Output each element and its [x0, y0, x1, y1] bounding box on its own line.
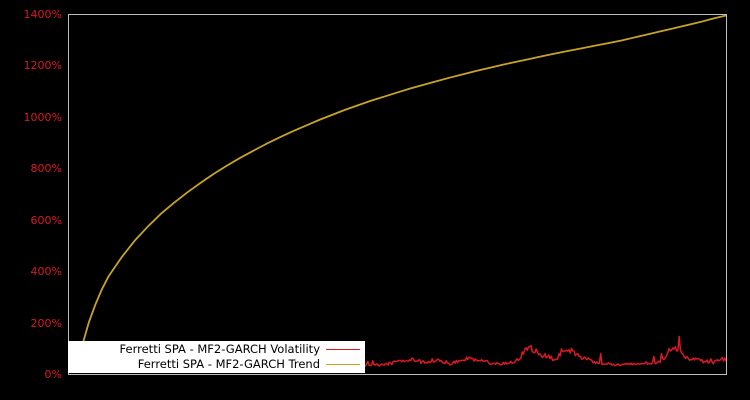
y-axis-tick-labels: 1400% 1200% 1000% 800% 600% 400% 200% 0%	[0, 0, 62, 400]
legend-swatch-trend-icon	[326, 364, 360, 365]
y-tick-400: 400%	[30, 265, 62, 278]
legend-entry-volatility: Ferretti SPA - MF2-GARCH Volatility	[69, 342, 364, 357]
y-tick-1400: 1400%	[23, 8, 62, 21]
y-tick-200: 200%	[30, 317, 62, 330]
plot-area	[68, 14, 727, 375]
legend-swatch-volatility-icon	[326, 349, 360, 350]
y-tick-0: 0%	[44, 368, 62, 381]
y-tick-600: 600%	[30, 214, 62, 227]
chart-canvas	[69, 15, 726, 373]
y-tick-1000: 1000%	[23, 111, 62, 124]
legend-label-volatility: Ferretti SPA - MF2-GARCH Volatility	[119, 341, 320, 356]
y-tick-800: 800%	[30, 162, 62, 175]
series-line-trend	[69, 15, 726, 370]
y-tick-1200: 1200%	[23, 59, 62, 72]
legend-entry-trend: Ferretti SPA - MF2-GARCH Trend	[69, 357, 364, 372]
legend-label-trend: Ferretti SPA - MF2-GARCH Trend	[137, 356, 320, 371]
chart-legend: Ferretti SPA - MF2-GARCH Volatility Ferr…	[68, 341, 365, 373]
